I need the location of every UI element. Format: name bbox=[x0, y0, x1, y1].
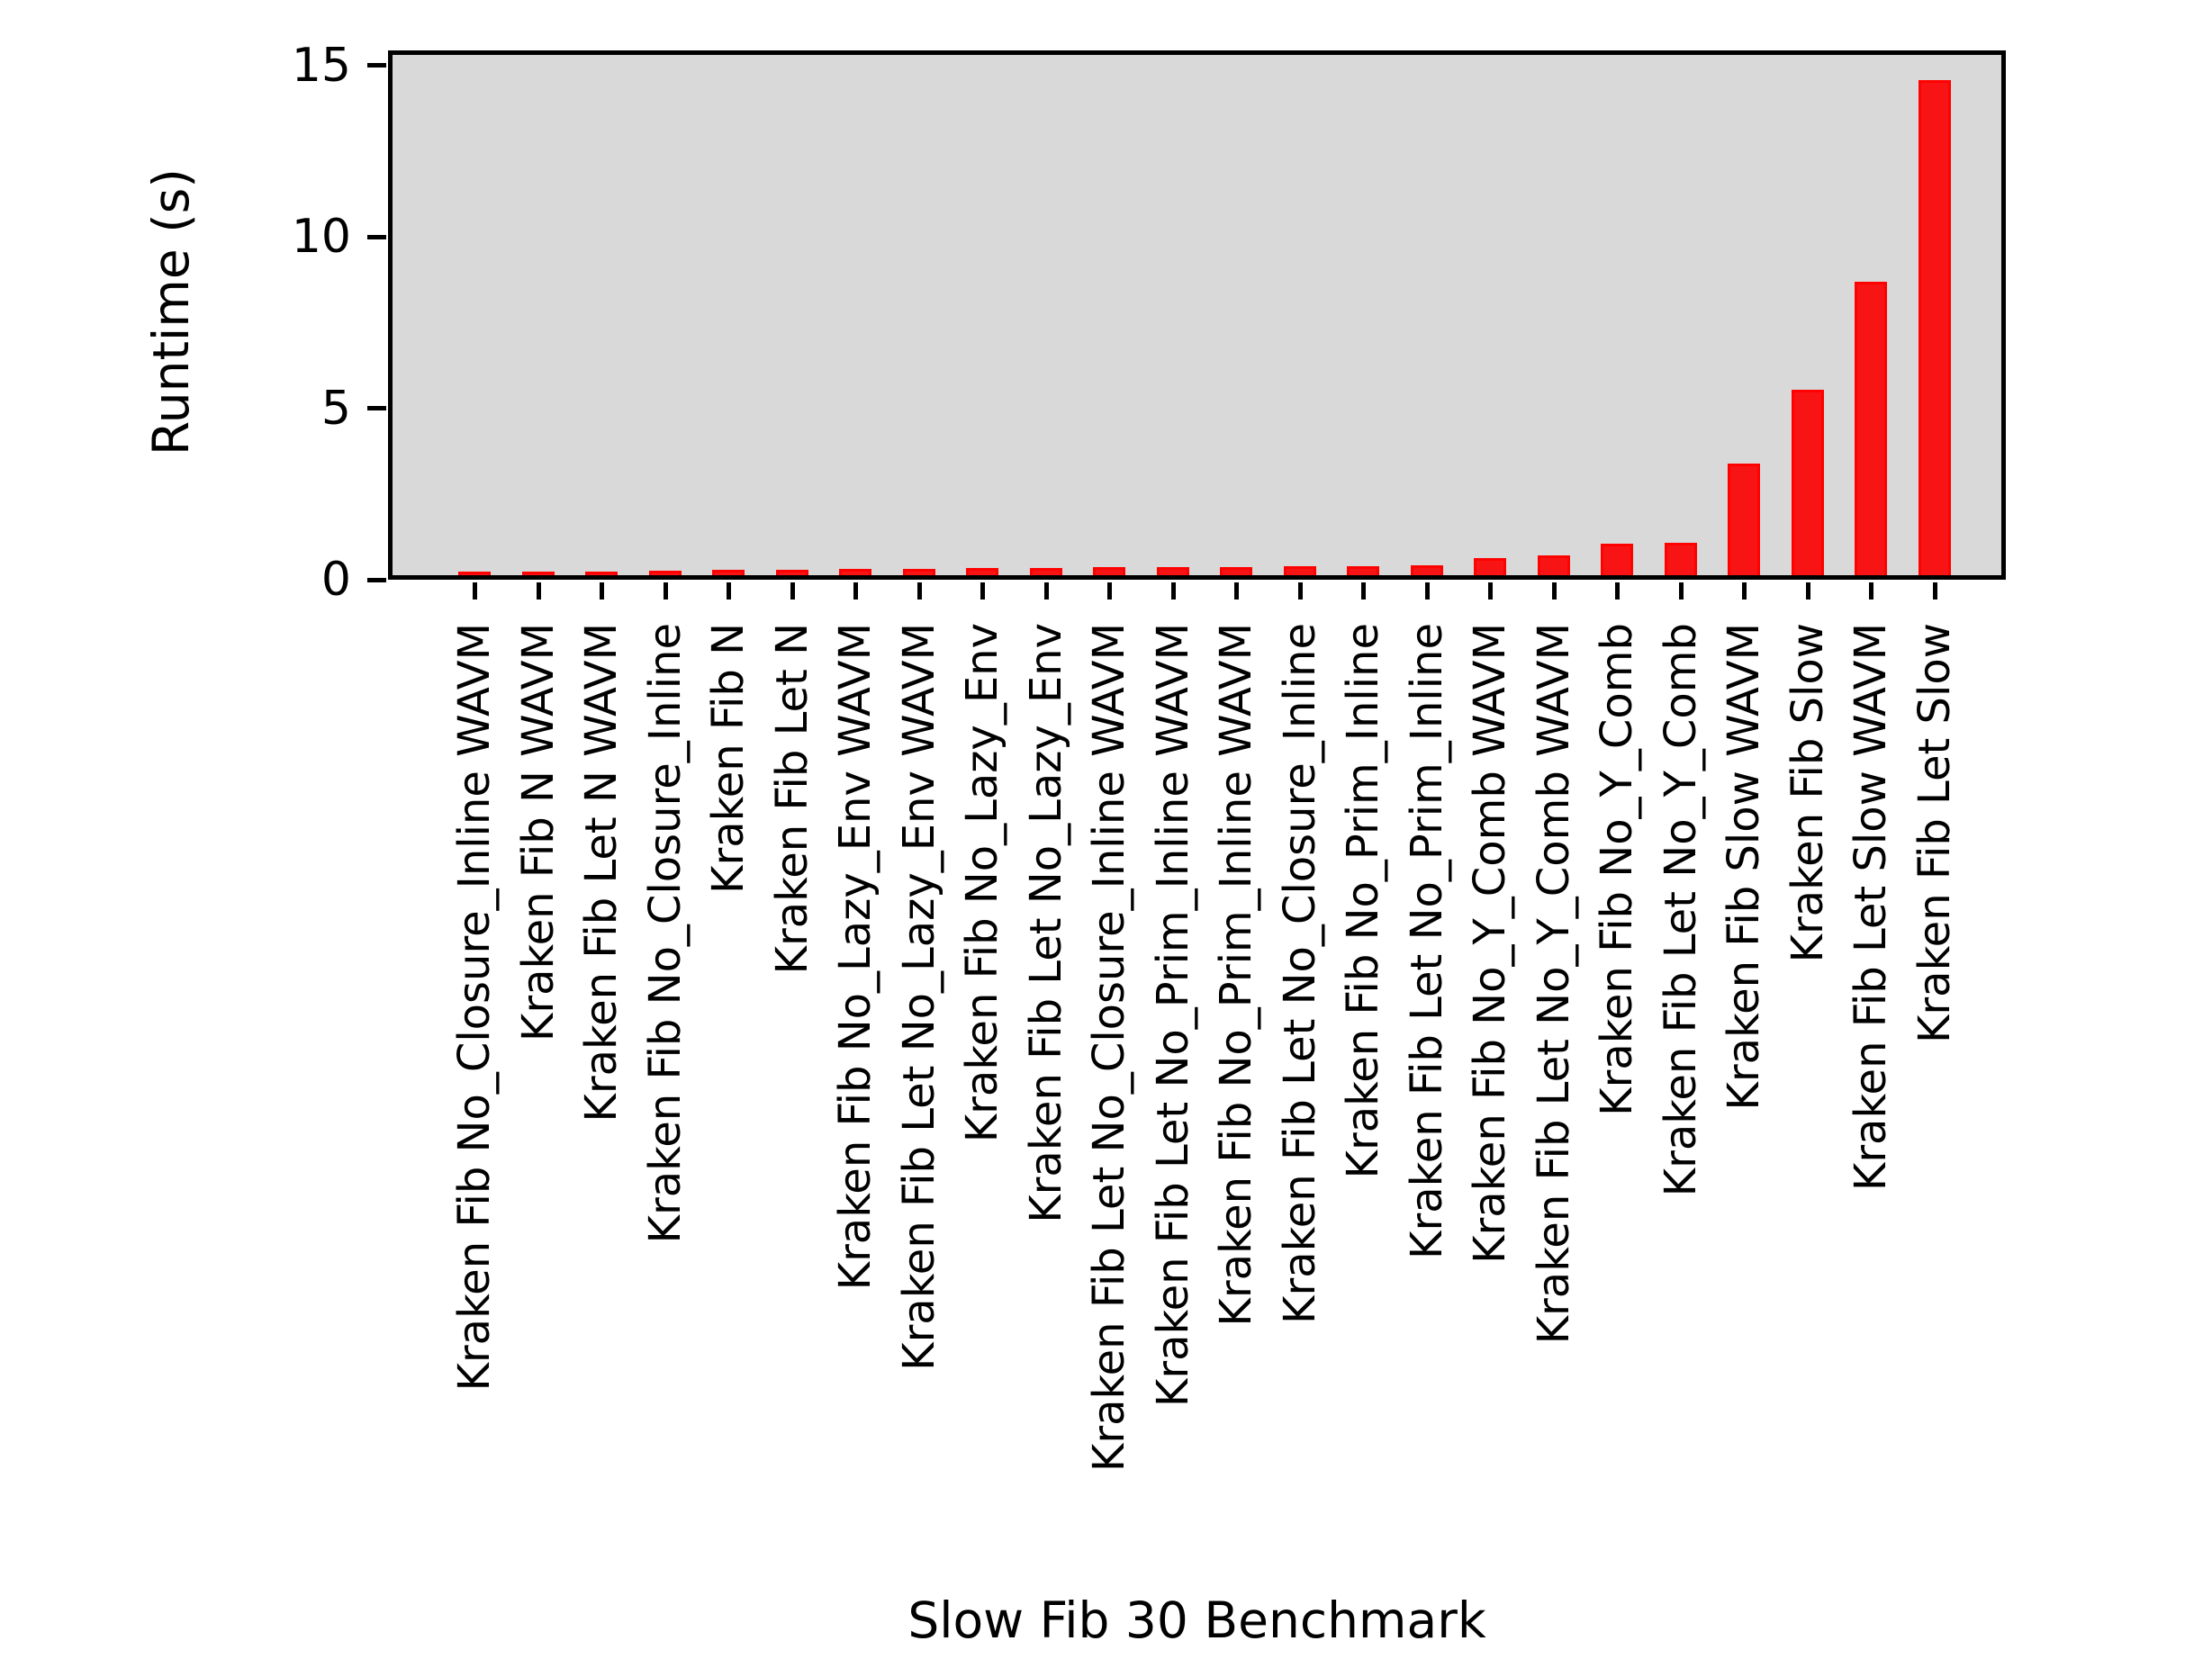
x-category-label-text: Kraken Fib No_Lazy_Env bbox=[957, 623, 1007, 1143]
y-tick-label-10: 10 bbox=[291, 210, 351, 265]
x-category-label-text: Kraken Fib No_Y_Comb WAVM bbox=[1465, 623, 1515, 1264]
x-category-label-text: Kraken Fib Slow WAVM bbox=[1719, 623, 1769, 1111]
x-category-label-text: Kraken Fib Let Slow WAVM bbox=[1846, 623, 1896, 1192]
plot-area bbox=[388, 50, 2006, 580]
bar-18 bbox=[1537, 555, 1570, 575]
y-tick-0 bbox=[367, 577, 386, 582]
x-axis-title: Slow Fib 30 Benchmark bbox=[388, 1591, 2006, 1649]
bar-24 bbox=[1918, 80, 1951, 575]
bar-12 bbox=[1156, 567, 1189, 575]
x-tick-11 bbox=[1107, 582, 1112, 600]
y-tick-15 bbox=[367, 63, 386, 68]
x-tick-8 bbox=[916, 582, 922, 600]
x-category-label-text: Kraken Fib Let N WAVM bbox=[576, 623, 627, 1123]
y-axis-title-text: Runtime (s) bbox=[142, 168, 200, 455]
x-tick-20 bbox=[1678, 582, 1684, 600]
bar-17 bbox=[1474, 558, 1506, 575]
x-category-label-text: Kraken Fib No_Closure_Inline WAVM bbox=[449, 623, 500, 1392]
bar-11 bbox=[1093, 567, 1125, 575]
x-tick-24 bbox=[1932, 582, 1937, 600]
bar-21 bbox=[1728, 464, 1760, 575]
bar-1 bbox=[458, 572, 491, 575]
x-tick-2 bbox=[536, 582, 541, 600]
bar-6 bbox=[775, 570, 808, 575]
bar-14 bbox=[1283, 566, 1316, 575]
x-category-label-text: Kraken Fib Let No_Y_Comb bbox=[1655, 623, 1706, 1197]
x-tick-17 bbox=[1488, 582, 1493, 600]
x-tick-4 bbox=[663, 582, 668, 600]
y-tick-5 bbox=[367, 406, 386, 411]
bar-10 bbox=[1029, 568, 1062, 575]
bar-15 bbox=[1347, 566, 1379, 575]
x-tick-3 bbox=[600, 582, 604, 600]
x-category-label-text: Kraken Fib Let No_Y_Comb WAVM bbox=[1528, 623, 1579, 1345]
x-category-label-text: Kraken Fib Let N bbox=[766, 623, 817, 975]
bar-23 bbox=[1855, 282, 1887, 575]
x-category-label-text: Kraken Fib Let No_Prim_Inline bbox=[1401, 623, 1452, 1260]
bar-13 bbox=[1220, 567, 1252, 575]
x-tick-19 bbox=[1615, 582, 1620, 600]
x-tick-16 bbox=[1424, 582, 1430, 600]
bar-3 bbox=[585, 572, 618, 575]
x-tick-21 bbox=[1742, 582, 1747, 600]
x-tick-9 bbox=[980, 582, 985, 600]
x-tick-7 bbox=[853, 582, 858, 600]
x-tick-22 bbox=[1805, 582, 1810, 600]
bar-4 bbox=[648, 571, 682, 575]
y-tick-label-0: 0 bbox=[321, 553, 351, 607]
bar-20 bbox=[1664, 543, 1697, 575]
x-tick-6 bbox=[790, 582, 795, 600]
x-category-label-text: Kraken Fib N WAVM bbox=[512, 623, 564, 1042]
x-tick-12 bbox=[1170, 582, 1176, 600]
x-tick-5 bbox=[727, 582, 731, 600]
x-tick-18 bbox=[1551, 582, 1557, 600]
bar-5 bbox=[712, 570, 745, 575]
bar-19 bbox=[1601, 544, 1633, 575]
x-category-label-text: Kraken Fib Slow bbox=[1782, 623, 1833, 963]
x-category-label-text: Kraken Fib Let No_Lazy_Env WAVM bbox=[893, 623, 944, 1371]
x-tick-10 bbox=[1043, 582, 1049, 600]
y-tick-label-5: 5 bbox=[321, 381, 351, 436]
x-tick-14 bbox=[1297, 582, 1303, 600]
x-category-label-text: Kraken Fib N bbox=[703, 623, 754, 895]
x-category-label-text: Kraken Fib No_Closure_Inline bbox=[639, 623, 691, 1244]
x-category-label-text: Kraken Fib Let No_Closure_Inline WAVM bbox=[1084, 623, 1134, 1473]
x-category-label-text: Kraken Fib No_Prim_Inline WAVM bbox=[1211, 623, 1261, 1327]
x-tick-23 bbox=[1869, 582, 1873, 600]
x-category-label-text: Kraken Fib Let No_Lazy_Env bbox=[1020, 623, 1071, 1223]
x-category-label-text: Kraken Fib Let Slow bbox=[1909, 623, 1960, 1044]
bar-22 bbox=[1791, 390, 1824, 575]
x-axis-title-text: Slow Fib 30 Benchmark bbox=[907, 1591, 1486, 1649]
x-category-label-text: Kraken Fib Let No_Closure_Inline bbox=[1274, 623, 1325, 1324]
x-tick-15 bbox=[1361, 582, 1366, 600]
y-tick-label-15: 15 bbox=[291, 38, 351, 93]
x-category-label-text: Kraken Fib No_Lazy_Env WAVM bbox=[830, 623, 880, 1291]
bar-2 bbox=[521, 572, 555, 575]
x-category-label-text: Kraken Fib Let No_Prim_Inline WAVM bbox=[1147, 623, 1198, 1408]
x-category-label-text: Kraken Fib No_Prim_Inline bbox=[1338, 623, 1388, 1179]
x-tick-1 bbox=[473, 582, 477, 600]
x-tick-13 bbox=[1234, 582, 1239, 600]
bar-7 bbox=[839, 569, 871, 575]
x-category-label-text: Kraken Fib No_Y_Comb bbox=[1592, 623, 1642, 1116]
bar-16 bbox=[1410, 565, 1443, 575]
bar-8 bbox=[902, 569, 935, 575]
y-tick-10 bbox=[367, 234, 386, 239]
bar-9 bbox=[966, 568, 998, 575]
